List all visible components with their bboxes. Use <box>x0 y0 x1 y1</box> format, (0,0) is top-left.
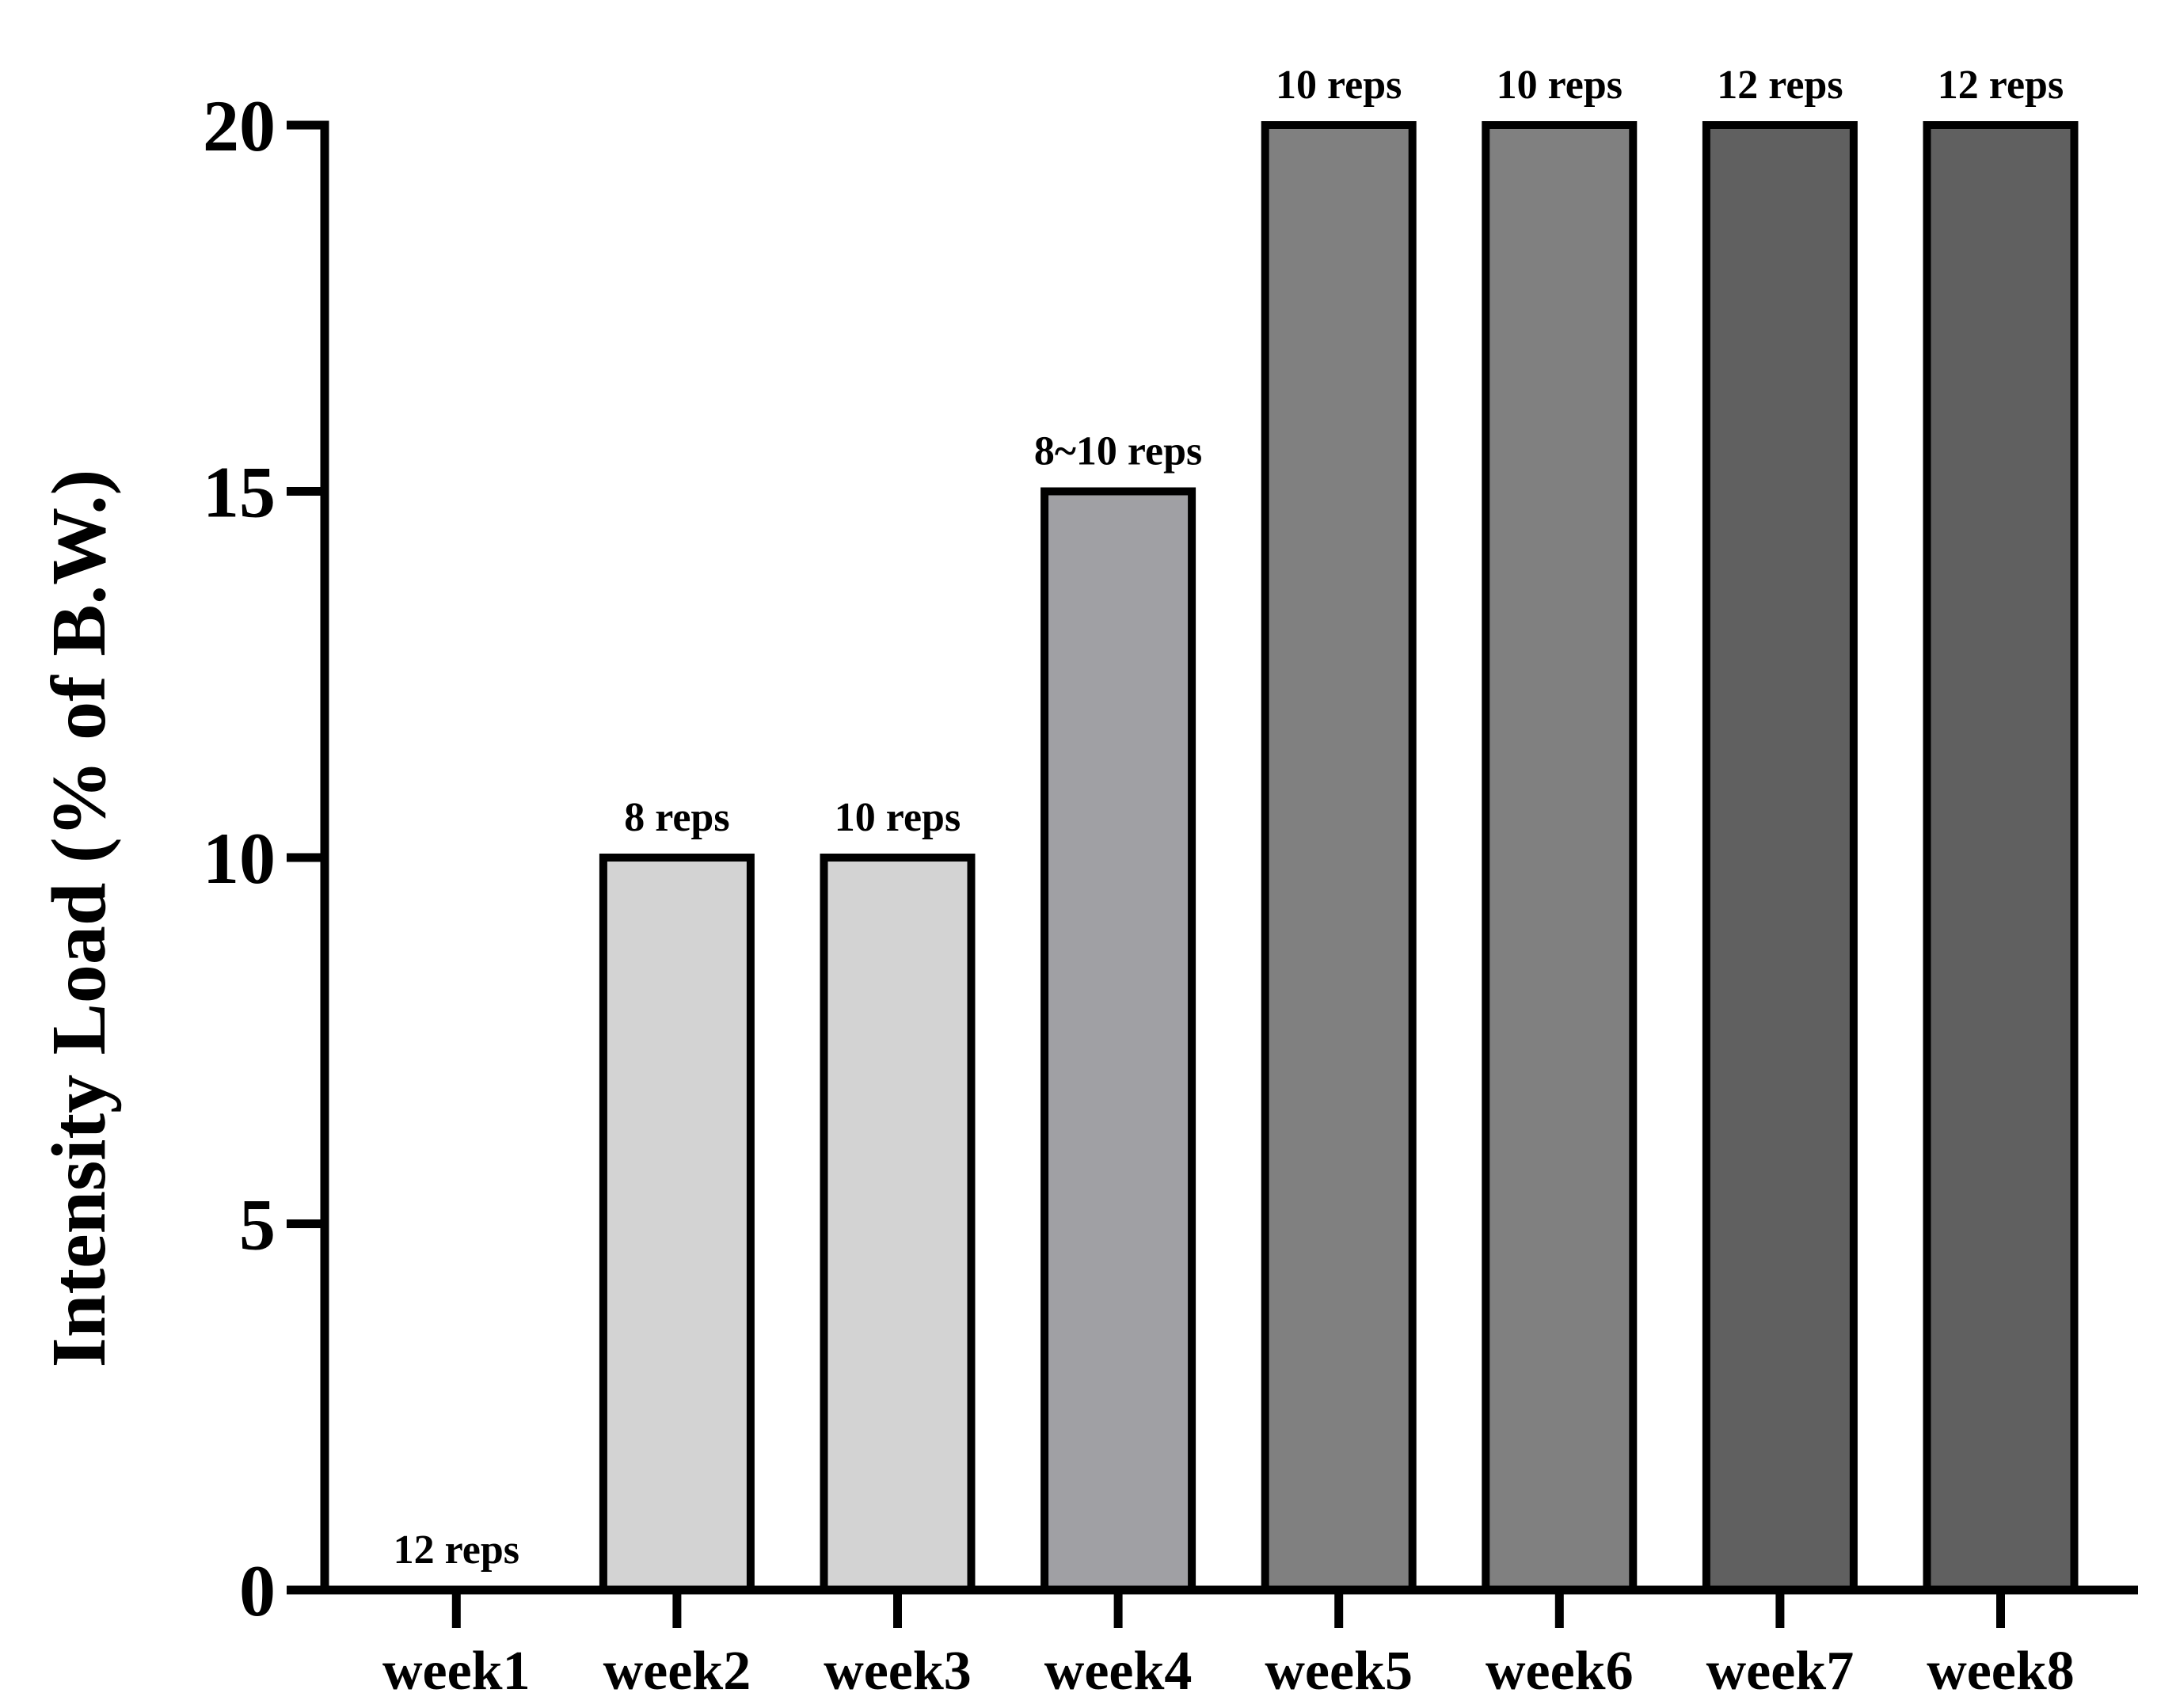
x-tick-label-week1: week1 <box>382 1641 531 1702</box>
data-label-week2: 8 reps <box>624 795 729 840</box>
data-label-week8: 12 reps <box>1938 63 2064 108</box>
data-label-week3: 10 reps <box>835 795 961 840</box>
x-tick-label-week2: week2 <box>603 1641 751 1702</box>
x-tick-label-week5: week5 <box>1265 1641 1413 1702</box>
bar-week7 <box>1702 121 1858 1594</box>
y-tick-label: 5 <box>239 1185 276 1265</box>
bar-week2 <box>599 854 755 1594</box>
bars-layer <box>599 121 2079 1594</box>
y-tick-label: 15 <box>203 452 276 533</box>
bar-week8 <box>1923 121 2079 1594</box>
y-tick-label: 0 <box>239 1550 276 1631</box>
data-label-week5: 10 reps <box>1276 63 1402 108</box>
x-tick-label-week3: week3 <box>824 1641 972 1702</box>
y-tick-label: 10 <box>203 818 276 899</box>
data-label-week1: 12 reps <box>394 1527 519 1573</box>
data-label-week7: 12 reps <box>1717 63 1843 108</box>
x-tick-label-week4: week4 <box>1044 1641 1193 1702</box>
y-axis-title: Intensity Load (% of B.W.) <box>36 470 122 1368</box>
x-tick-label-week7: week7 <box>1706 1641 1855 1702</box>
bar-week3 <box>820 854 976 1594</box>
axes-layer <box>320 120 2138 1595</box>
x-ticks-layer: week1 week2 week3 week4 week5 week6 week7 week8 <box>382 1590 2075 1702</box>
data-labels-layer: 12 reps 8 reps 10 reps 8~10 reps 10 reps 10 r… <box>394 63 2064 1573</box>
x-tick-label-week8: week8 <box>1927 1641 2075 1702</box>
x-tick-label-week6: week6 <box>1486 1641 1634 1702</box>
bar-week6 <box>1482 121 1638 1594</box>
bar-week5 <box>1261 121 1417 1594</box>
bar-week4 <box>1040 487 1196 1594</box>
data-label-week6: 10 reps <box>1497 63 1623 108</box>
data-label-week4: 8~10 reps <box>1034 429 1202 474</box>
y-tick-label: 20 <box>203 86 276 166</box>
y-ticks-layer: 0 5 10 15 20 <box>203 86 325 1631</box>
